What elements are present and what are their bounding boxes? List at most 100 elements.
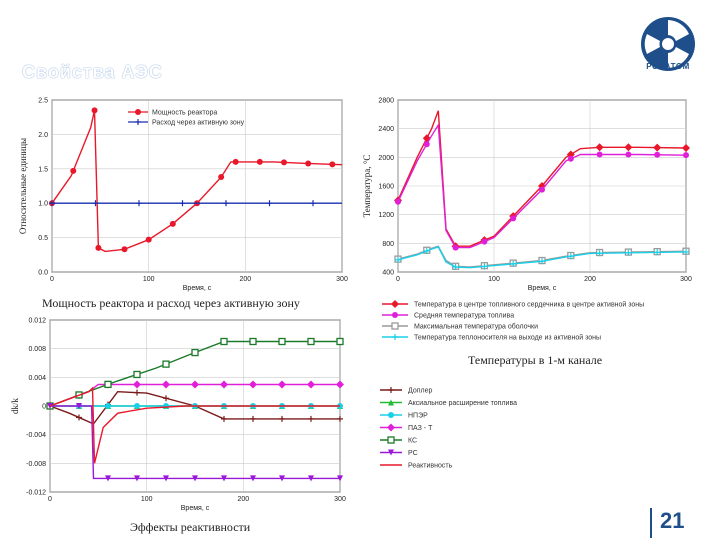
data-point	[250, 415, 256, 422]
x-tick-label: 0	[48, 496, 52, 503]
data-point	[567, 155, 574, 162]
data-point	[336, 337, 344, 346]
data-point	[221, 415, 227, 422]
data-point	[49, 200, 55, 207]
data-point	[307, 337, 315, 346]
data-point	[567, 253, 574, 260]
data-point	[191, 348, 199, 357]
data-point	[452, 263, 459, 270]
legend-marker	[392, 334, 398, 340]
data-point	[232, 158, 239, 165]
reactivity-caption: Эффекты реактивности	[130, 520, 251, 534]
legend-label: КС	[408, 438, 417, 445]
series-line	[397, 246, 687, 269]
data-point	[223, 200, 229, 207]
x-tick-label: 300	[334, 496, 346, 503]
data-point	[220, 380, 228, 389]
data-point	[278, 380, 286, 389]
data-point	[134, 475, 140, 482]
y-tick-label: -0.008	[26, 461, 46, 468]
data-point	[625, 151, 632, 158]
y-tick-label: 0.008	[28, 346, 46, 353]
logo-text: РОСАТОМ	[646, 62, 690, 71]
legend-marker	[388, 412, 394, 418]
data-point	[481, 238, 488, 245]
data-point	[191, 380, 199, 389]
data-point	[279, 415, 285, 422]
legend-marker	[387, 423, 395, 432]
data-point	[133, 380, 141, 389]
y-tick-label: 0.012	[28, 318, 46, 325]
data-point	[134, 389, 140, 396]
data-point	[218, 174, 225, 181]
y-axis-label: Температура, °С	[362, 155, 372, 218]
legend-label: Температура теплоносителя на выходе из а…	[414, 334, 601, 342]
data-point	[624, 143, 633, 152]
legend-marker	[388, 387, 394, 393]
legend-label: Температура в центре топливного сердечни…	[414, 301, 644, 309]
data-point	[539, 258, 545, 265]
y-tick-label: 0.004	[28, 375, 46, 382]
y-tick-label: 2400	[378, 126, 394, 133]
data-point	[682, 144, 690, 153]
data-point	[163, 403, 169, 409]
data-point	[510, 215, 517, 222]
data-point	[654, 249, 661, 256]
temps-caption: Температуры в 1-м канале	[468, 353, 603, 367]
x-tick-label: 300	[680, 276, 692, 283]
y-tick-label: 400	[382, 270, 394, 277]
data-point	[510, 260, 517, 267]
data-point	[596, 151, 603, 158]
temperature-legend: Температура в центре топливного сердечни…	[382, 300, 644, 342]
legend-marker	[135, 119, 141, 125]
data-point	[625, 249, 632, 256]
data-point	[121, 246, 128, 253]
data-point	[162, 380, 170, 389]
data-point	[163, 475, 169, 482]
legend-label: ПАЗ - Т	[408, 425, 433, 432]
data-point	[91, 107, 98, 114]
data-point	[104, 380, 112, 389]
x-tick-label: 200	[239, 276, 251, 283]
data-point	[163, 395, 169, 402]
data-point	[134, 403, 140, 409]
y-tick-label: 1.0	[38, 201, 48, 208]
data-point	[281, 159, 287, 166]
data-point	[452, 244, 459, 251]
data-point	[279, 475, 285, 482]
x-tick-label: 100	[141, 496, 153, 503]
legend-label: РС	[408, 450, 418, 457]
legend-marker	[135, 109, 141, 115]
legend-label: Доплер	[408, 388, 432, 395]
legend-label: Расход через активную зону	[152, 120, 245, 127]
legend-marker	[391, 322, 399, 330]
data-point	[310, 200, 316, 207]
data-point	[395, 198, 401, 205]
series-line	[49, 340, 340, 407]
data-point	[250, 475, 256, 482]
legend-label: Средняя температура топлива	[414, 313, 514, 320]
data-point	[539, 186, 545, 193]
x-axis-label: Время, с	[528, 285, 557, 292]
y-tick-label: 1600	[378, 184, 394, 191]
data-point	[566, 150, 575, 159]
data-point	[136, 200, 142, 207]
slide-header: РОСАТОМ	[0, 0, 720, 88]
data-point	[249, 337, 257, 346]
page-rule	[650, 508, 652, 538]
y-tick-label: 1.5	[38, 166, 48, 173]
y-tick-label: 2.5	[38, 98, 48, 105]
legend-label: Реактивность	[408, 463, 453, 470]
data-point	[423, 141, 430, 148]
series-line	[49, 386, 340, 464]
data-point	[423, 247, 430, 254]
data-point	[278, 337, 286, 346]
x-tick-label: 100	[488, 276, 500, 283]
y-tick-label: -0.012	[26, 490, 46, 497]
legend-marker	[387, 436, 395, 444]
y-axis-label: Относительные единицы	[18, 138, 28, 234]
data-point	[179, 200, 186, 207]
temperature-chart: 400 800 1200 1600 2000 2400 2800 0 100 200 300 Врем…	[362, 98, 692, 293]
x-tick-label: 200	[237, 496, 249, 503]
data-point	[256, 158, 263, 165]
